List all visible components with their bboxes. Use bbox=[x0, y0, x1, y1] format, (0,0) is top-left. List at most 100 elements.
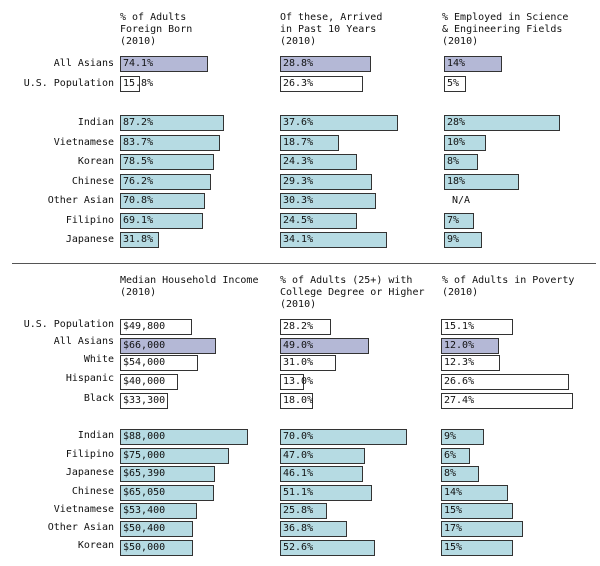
bar-chinese bbox=[280, 174, 372, 190]
value-label-other-asian: $50,400 bbox=[123, 523, 166, 534]
bar-all-asians bbox=[120, 338, 216, 354]
value-label-chinese: 18% bbox=[447, 176, 466, 187]
bar-japanese bbox=[120, 232, 159, 248]
bar-filipino bbox=[120, 448, 229, 464]
row-label-other-asian: Other Asian bbox=[47, 522, 114, 533]
value-label-white: 12.3% bbox=[444, 357, 475, 368]
value-label-white: $54,000 bbox=[123, 357, 166, 368]
row-label-korean: Korean bbox=[77, 540, 114, 551]
bar-vietnamese bbox=[441, 503, 513, 519]
bar-black bbox=[280, 393, 313, 409]
bar-korean bbox=[280, 154, 357, 170]
bar-vietnamese bbox=[444, 135, 486, 151]
value-label-vietnamese: $53,400 bbox=[123, 505, 166, 516]
value-label-vietnamese: 18.7% bbox=[283, 137, 314, 148]
bar-chinese bbox=[280, 485, 372, 501]
row-label-chinese: Chinese bbox=[71, 486, 114, 497]
value-label-all-asians: 49.0% bbox=[283, 340, 314, 351]
row-label-korean: Korean bbox=[77, 156, 114, 167]
bar-korean bbox=[280, 540, 375, 556]
header-household-income: Median Household Income (2010) bbox=[120, 275, 259, 298]
bar-korean bbox=[444, 154, 478, 170]
value-label-korean: 8% bbox=[447, 156, 460, 167]
row-label-indian: Indian bbox=[77, 430, 114, 441]
header-arrived-past-10-years: Of these, Arrived in Past 10 Years (2010… bbox=[280, 12, 383, 47]
row-label-filipino: Filipino bbox=[65, 215, 114, 226]
value-label-other-asian: 36.8% bbox=[283, 523, 314, 534]
row-label-u-s-population: U.S. Population bbox=[23, 319, 114, 330]
value-label-other-asian: 70.8% bbox=[123, 195, 154, 206]
bar-korean bbox=[120, 154, 214, 170]
value-label-japanese: 46.1% bbox=[283, 468, 314, 479]
value-label-all-asians: 74.1% bbox=[123, 58, 154, 69]
bar-vietnamese bbox=[120, 135, 220, 151]
value-label-all-asians: 12.0% bbox=[444, 340, 475, 351]
bar-indian bbox=[120, 115, 224, 131]
value-label-korean: 15% bbox=[444, 542, 463, 553]
value-label-black: 18.0% bbox=[283, 395, 314, 406]
header-poverty: % of Adults in Poverty (2010) bbox=[442, 275, 575, 298]
value-label-chinese: 51.1% bbox=[283, 487, 314, 498]
bar-all-asians bbox=[444, 56, 502, 72]
row-label-japanese: Japanese bbox=[65, 234, 114, 245]
bar-filipino bbox=[120, 213, 203, 229]
value-label-u-s-population: $49,800 bbox=[123, 321, 166, 332]
value-label-other-asian: 30.3% bbox=[283, 195, 314, 206]
bar-filipino bbox=[441, 448, 470, 464]
value-label-japanese: 34.1% bbox=[283, 234, 314, 245]
value-label-u-s-population: 15.1% bbox=[444, 321, 475, 332]
bar-u-s-population bbox=[120, 319, 192, 335]
value-label-indian: 9% bbox=[444, 431, 457, 442]
bar-black bbox=[441, 393, 573, 409]
row-label-filipino: Filipino bbox=[65, 449, 114, 460]
row-label-chinese: Chinese bbox=[71, 176, 114, 187]
bar-vietnamese bbox=[280, 135, 339, 151]
value-label-vietnamese: 83.7% bbox=[123, 137, 154, 148]
value-label-chinese: 29.3% bbox=[283, 176, 314, 187]
value-label-vietnamese: 10% bbox=[447, 137, 466, 148]
value-label-indian: 70.0% bbox=[283, 431, 314, 442]
row-label-black: Black bbox=[83, 393, 114, 404]
bar-other-asian bbox=[280, 193, 376, 209]
value-label-korean: 52.6% bbox=[283, 542, 314, 553]
bar-chinese bbox=[120, 485, 214, 501]
row-label-all-asians: All Asians bbox=[53, 336, 114, 347]
row-label-indian: Indian bbox=[77, 117, 114, 128]
bar-korean bbox=[441, 540, 513, 556]
header-foreign-born: % of Adults Foreign Born (2010) bbox=[120, 12, 193, 47]
value-label-filipino: 6% bbox=[444, 450, 457, 461]
bar-japanese bbox=[120, 466, 215, 482]
value-label-u-s-population: 5% bbox=[447, 78, 460, 89]
bar-u-s-population bbox=[444, 76, 466, 92]
bar-chinese bbox=[441, 485, 508, 501]
value-label-indian: $88,000 bbox=[123, 431, 166, 442]
bar-other-asian bbox=[120, 521, 193, 537]
value-label-other-asian: N/A bbox=[452, 195, 471, 206]
bar-u-s-population bbox=[280, 319, 331, 335]
value-label-japanese: 31.8% bbox=[123, 234, 154, 245]
bar-indian bbox=[280, 429, 407, 445]
bar-filipino bbox=[280, 213, 357, 229]
bar-filipino bbox=[280, 448, 365, 464]
value-label-chinese: 14% bbox=[444, 487, 463, 498]
value-label-indian: 87.2% bbox=[123, 117, 154, 128]
value-label-black: 27.4% bbox=[444, 395, 475, 406]
bar-u-s-population bbox=[120, 76, 140, 92]
row-label-white: White bbox=[83, 354, 114, 365]
value-label-black: $33,300 bbox=[123, 395, 166, 406]
value-label-all-asians: 14% bbox=[447, 58, 466, 69]
value-label-hispanic: 13.0% bbox=[283, 376, 314, 387]
bar-japanese bbox=[444, 232, 482, 248]
row-label-vietnamese: Vietnamese bbox=[53, 137, 114, 148]
bar-korean bbox=[120, 540, 193, 556]
value-label-japanese: 9% bbox=[447, 234, 460, 245]
value-label-japanese: $65,390 bbox=[123, 468, 166, 479]
bar-japanese bbox=[280, 466, 363, 482]
row-label-other-asian: Other Asian bbox=[47, 195, 114, 206]
value-label-korean: $50,000 bbox=[123, 542, 166, 553]
value-label-indian: 28% bbox=[447, 117, 466, 128]
value-label-hispanic: 26.6% bbox=[444, 376, 475, 387]
bar-hispanic bbox=[441, 374, 569, 390]
value-label-all-asians: $66,000 bbox=[123, 340, 166, 351]
value-label-chinese: $65,050 bbox=[123, 487, 166, 498]
